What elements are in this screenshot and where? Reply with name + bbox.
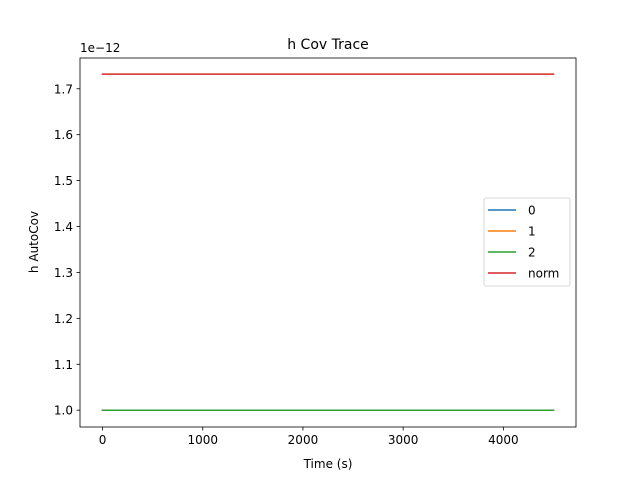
- legend-label-2: 2: [528, 246, 536, 260]
- axes-frame: [79, 57, 577, 428]
- y-tick-label: 1.3: [54, 266, 73, 280]
- legend-label-norm: norm: [528, 267, 559, 281]
- y-tick-label: 1.7: [54, 82, 73, 96]
- legend-label-1: 1: [528, 225, 536, 239]
- legend: 0 1 2 norm: [483, 197, 571, 287]
- x-tick-label: 0: [99, 433, 107, 447]
- y-tick-label: 1.2: [54, 312, 73, 326]
- legend-frame: [483, 197, 571, 287]
- chart-title: h Cov Trace: [287, 37, 369, 53]
- y-tick-label: 1.1: [54, 358, 73, 372]
- y-tick-label: 1.5: [54, 174, 73, 188]
- legend-label-0: 0: [528, 204, 536, 218]
- x-tick-label: 4000: [488, 433, 519, 447]
- x-tick-label: 3000: [388, 433, 419, 447]
- x-tick-label: 1000: [187, 433, 218, 447]
- plot-area: 0 1000 2000 3000 4000 1.0 1.1 1.2 1.3 1.4 1.5 1.6 1.…: [54, 57, 577, 447]
- y-axis-offset-text: 1e−12: [80, 41, 120, 55]
- y-axis-label: h AutoCov: [27, 211, 41, 273]
- y-tick-label: 1.6: [54, 128, 73, 142]
- x-axis-label: Time (s): [303, 457, 353, 471]
- x-tick-label: 2000: [288, 433, 319, 447]
- y-tick-label: 1.4: [54, 220, 73, 234]
- y-tick-label: 1.0: [54, 404, 73, 418]
